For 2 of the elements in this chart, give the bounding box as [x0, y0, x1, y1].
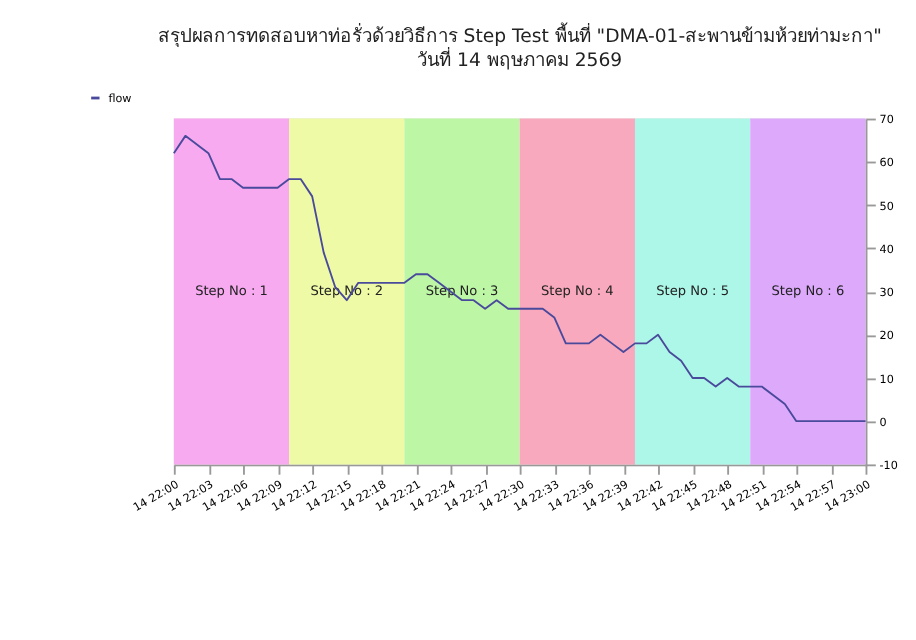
- chart-title: สรุปผลการทดสอบหาท่อรั่วด้วยวิธีการ Step Test พื้นที่ "DMA-01-สะพานข้ามห้วยท่ามะกา": [157, 21, 882, 48]
- chart-subtitle: วันที่ 14 พฤษภาคม 2569: [417, 46, 623, 73]
